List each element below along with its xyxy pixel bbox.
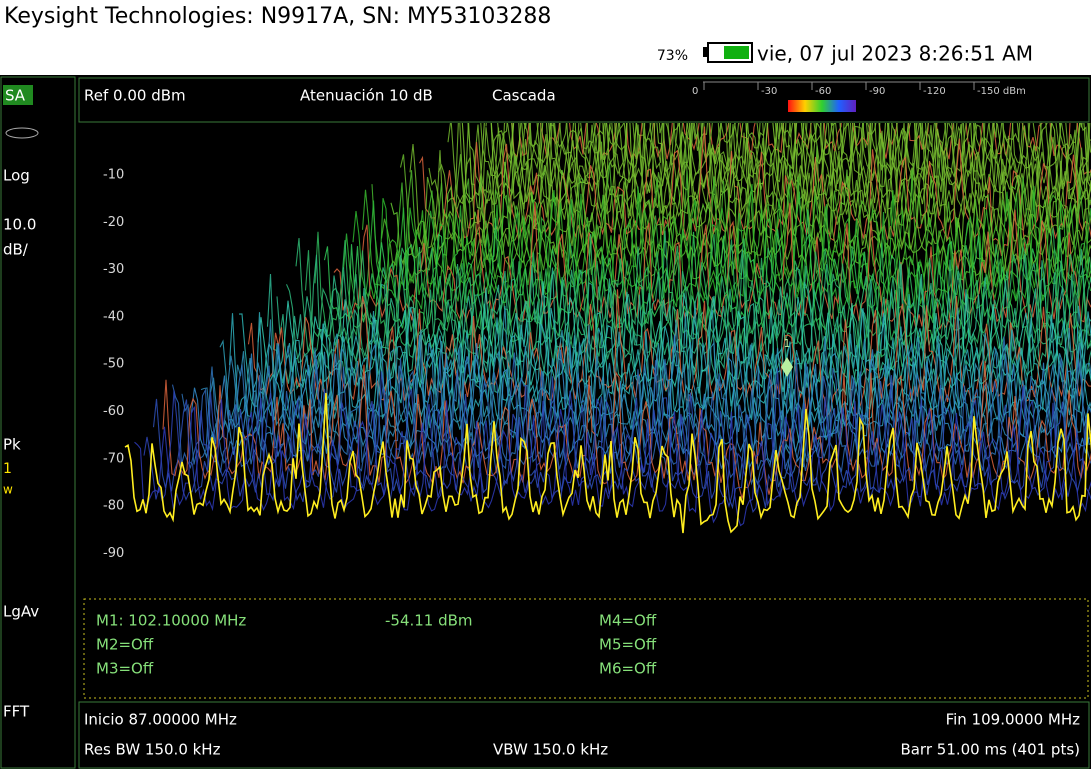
sweep-time[interactable]: Barr 51.00 ms (401 pts)	[900, 741, 1080, 759]
y-label: -10	[103, 168, 124, 183]
scale-value[interactable]: 10.0	[3, 216, 36, 234]
marker-2[interactable]: M2=Off	[96, 636, 154, 654]
window-title: Keysight Technologies: N9917A, SN: MY531…	[4, 4, 551, 29]
scale-label: -30	[761, 86, 777, 97]
stop-freq[interactable]: Fin 109.0000 MHz	[946, 711, 1081, 729]
rbw[interactable]: Res BW 150.0 kHz	[84, 741, 221, 759]
marker-4[interactable]: M4=Off	[599, 612, 657, 630]
y-label: -40	[103, 309, 124, 324]
start-freq[interactable]: Inicio 87.00000 MHz	[84, 711, 237, 729]
scale-unit: dB/	[3, 241, 29, 259]
y-label: -20	[103, 215, 124, 230]
marker-flag: 1	[784, 337, 791, 350]
datetime: vie, 07 jul 2023 8:26:51 AM	[757, 42, 1033, 66]
y-label: -60	[103, 404, 124, 419]
screen: Keysight Technologies: N9917A, SN: MY531…	[0, 0, 1091, 769]
view-mode[interactable]: Cascada	[492, 87, 556, 105]
y-label: -90	[103, 546, 124, 561]
detector[interactable]: Pk	[3, 436, 21, 454]
marker-5[interactable]: M5=Off	[599, 636, 657, 654]
ref-level[interactable]: Ref 0.00 dBm	[84, 87, 186, 105]
y-label: -50	[103, 357, 124, 372]
marker-3[interactable]: M3=Off	[96, 660, 154, 678]
marker-1-value: -54.11 dBm	[385, 612, 473, 630]
marker-1[interactable]: M1: 102.10000 MHz	[96, 612, 246, 630]
scale-type[interactable]: Log	[3, 167, 30, 185]
marker-6[interactable]: M6=Off	[599, 660, 657, 678]
sweep-type[interactable]: FFT	[3, 703, 30, 721]
y-label: -80	[103, 499, 124, 514]
vbw[interactable]: VBW 150.0 kHz	[493, 741, 608, 759]
trace-mode: w	[3, 483, 13, 497]
battery-percent: 73%	[657, 48, 688, 64]
page: {"header":{"title":"Keysight Technologie…	[0, 0, 1091, 769]
color-bar	[788, 100, 856, 112]
battery-tip	[703, 47, 707, 57]
y-label: -70	[103, 451, 124, 466]
attenuation[interactable]: Atenuación 10 dB	[300, 87, 433, 105]
scale-label: -150 dBm	[977, 86, 1026, 97]
scale-label: -60	[815, 86, 831, 97]
average-type[interactable]: LgAv	[3, 603, 39, 621]
y-label: -30	[103, 262, 124, 277]
battery-level	[724, 46, 749, 59]
trace-number[interactable]: 1	[3, 461, 12, 477]
y-labels: -10 -20 -30 -40 -50 -60 -70 -80 -90	[103, 168, 124, 561]
scale-label: 0	[692, 86, 698, 97]
scale-label: -90	[869, 86, 885, 97]
scale-label: -120	[923, 86, 946, 97]
mode[interactable]: SA	[5, 87, 26, 105]
